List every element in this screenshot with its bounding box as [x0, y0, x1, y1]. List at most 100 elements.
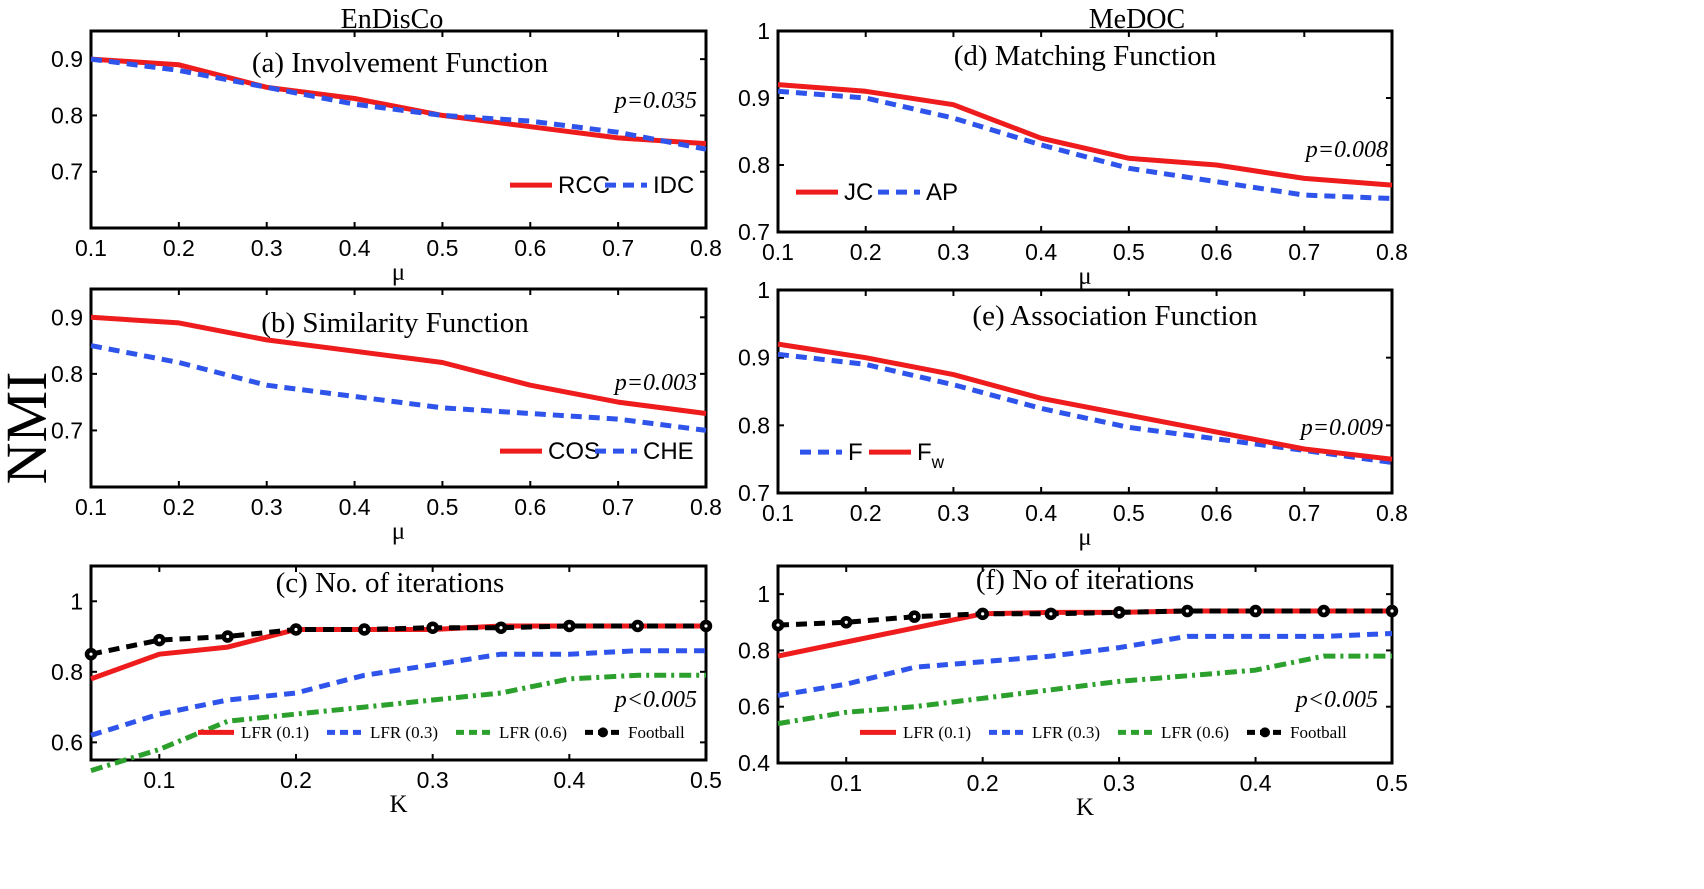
series-marker-center: [1185, 609, 1189, 613]
legend: LFR (0.1) LFR (0.3) LFR (0.6) Football: [198, 723, 685, 742]
x-tick-label: 0.3: [251, 494, 283, 520]
subplot-title: (f) No of iterations: [976, 564, 1194, 596]
series-line-lfr-0-3-: [90, 648, 706, 738]
subplot-title: (a) Involvement Function: [252, 47, 549, 79]
legend: COS CHE: [500, 438, 694, 465]
p-value-annotation: p=0.035: [613, 88, 697, 114]
x-tick-label: 0.3: [251, 235, 283, 261]
x-tick-label: 0.1: [143, 767, 175, 793]
plot-frame: [776, 288, 1394, 495]
series-line-rcc: [90, 56, 707, 147]
y-tick-label: 0.6: [738, 694, 770, 720]
series-line-lfr-0-3-: [777, 631, 1393, 698]
x-tick-label: 0.2: [163, 235, 195, 261]
y-tick-label: 0.6: [51, 729, 83, 755]
series-marker-center: [431, 626, 435, 630]
y-tick-label: 0.9: [51, 46, 83, 72]
p-value-annotation: p<0.005: [613, 687, 697, 713]
series-marker-center: [362, 627, 366, 632]
legend-label: IDC: [653, 172, 694, 199]
series-marker-center: [844, 620, 848, 624]
y-tick-label: 1: [70, 588, 83, 614]
legend-label: COS: [548, 438, 600, 465]
x-tick-label: 0.4: [1025, 239, 1057, 265]
series-line-idc: [90, 56, 707, 152]
plot-frame: [89, 287, 708, 489]
series-marker-center: [636, 624, 640, 628]
series-marker-center: [1322, 609, 1326, 613]
series-marker-center: [226, 634, 230, 639]
y-tick-label: 0.8: [51, 102, 83, 128]
y-tick-label: 0.7: [738, 480, 770, 506]
legend: RCC IDC: [510, 172, 694, 199]
x-tick-label: 0.1: [762, 239, 794, 265]
x-tick-label: 0.5: [690, 767, 722, 793]
legend-label: LFR (0.1): [241, 723, 309, 742]
x-tick-label: 0.7: [1288, 239, 1320, 265]
legend-label: LFR (0.6): [499, 723, 567, 742]
subplot-e: 0.1 0.2 0.3 0.4 0.5 0.6 0.7 0.8 0.7 0.8 0.9 1 μ (e) A…: [738, 277, 1408, 551]
y-tick-label: 1: [757, 277, 770, 303]
p-value-annotation: p=0.003: [613, 370, 697, 396]
x-tick-label: 0.5: [1113, 500, 1145, 526]
y-tick-label: 1: [757, 581, 770, 607]
series-line-f: [777, 351, 1393, 465]
x-axis-label: K: [1076, 794, 1094, 821]
legend-label: CHE: [643, 438, 694, 465]
legend-label: Fw: [917, 439, 945, 472]
legend-label: RCC: [558, 172, 610, 199]
y-tick-label: 0.8: [738, 637, 770, 663]
x-tick-label: 0.1: [830, 770, 862, 796]
series-line-lfr-0-6-: [90, 672, 706, 773]
x-tick-label: 0.4: [1025, 500, 1057, 526]
x-tick-label: 0.4: [553, 767, 585, 793]
x-tick-label: 0.1: [75, 494, 107, 520]
series-line-che: [90, 343, 707, 433]
series-marker-center: [1390, 609, 1394, 613]
y-axis-label: NMI: [0, 372, 59, 485]
y-tick-label: 0.7: [51, 417, 83, 443]
y-tick-label: 0.9: [51, 304, 83, 330]
series-marker-center: [1117, 610, 1121, 615]
x-tick-label: 0.8: [1376, 239, 1408, 265]
p-value-annotation: p=0.009: [1299, 415, 1383, 441]
series-line-ap: [777, 88, 1393, 201]
x-tick-label: 0.2: [163, 494, 195, 520]
y-tick-label: 0.8: [51, 361, 83, 387]
y-tick-label: 0.4: [738, 750, 770, 776]
series-line-jc: [777, 82, 1393, 188]
x-tick-label: 0.8: [1376, 500, 1408, 526]
x-axis-label: μ: [1078, 263, 1091, 290]
series-marker-center: [704, 624, 708, 628]
x-tick-label: 0.4: [1240, 770, 1272, 796]
x-axis-label: μ: [1078, 524, 1091, 551]
subplot-a: 0.1 0.2 0.3 0.4 0.5 0.6 0.7 0.8 0.7 0.8 0.9 μ (a) In…: [51, 29, 722, 286]
legend-label: Football: [1290, 723, 1347, 742]
subplot-title: (e) Association Function: [972, 300, 1258, 332]
x-tick-label: 0.5: [1376, 770, 1408, 796]
series-line-lfr-0-6-: [777, 653, 1392, 727]
p-value-annotation: p=0.008: [1304, 137, 1388, 163]
series-marker-center: [1253, 609, 1258, 613]
subplot-title: (c) No. of iterations: [276, 567, 505, 599]
series-marker-center: [1049, 612, 1053, 616]
series-line-cos: [90, 314, 707, 416]
x-tick-label: 0.6: [514, 235, 546, 261]
x-tick-label: 0.3: [1103, 770, 1135, 796]
subplot-title: (b) Similarity Function: [261, 307, 529, 339]
legend: F Fw: [800, 439, 945, 472]
subplot-title: (d) Matching Function: [954, 40, 1217, 72]
x-tick-label: 0.5: [426, 494, 458, 520]
y-tick-label: 0.8: [738, 152, 770, 178]
p-value-annotation: p<0.005: [1294, 687, 1378, 713]
plot-frame: [776, 29, 1394, 234]
y-tick-label: 0.7: [738, 219, 770, 245]
x-tick-label: 0.1: [762, 500, 794, 526]
y-tick-label: 0.7: [51, 159, 83, 185]
x-tick-label: 0.3: [937, 239, 969, 265]
series-line-football: [90, 623, 706, 657]
x-tick-label: 0.7: [602, 494, 634, 520]
x-tick-label: 0.4: [339, 494, 371, 520]
subplot-c: 0.1 0.2 0.3 0.4 0.5 0.6 0.8 1 K (c) No. of iterat…: [51, 564, 722, 818]
